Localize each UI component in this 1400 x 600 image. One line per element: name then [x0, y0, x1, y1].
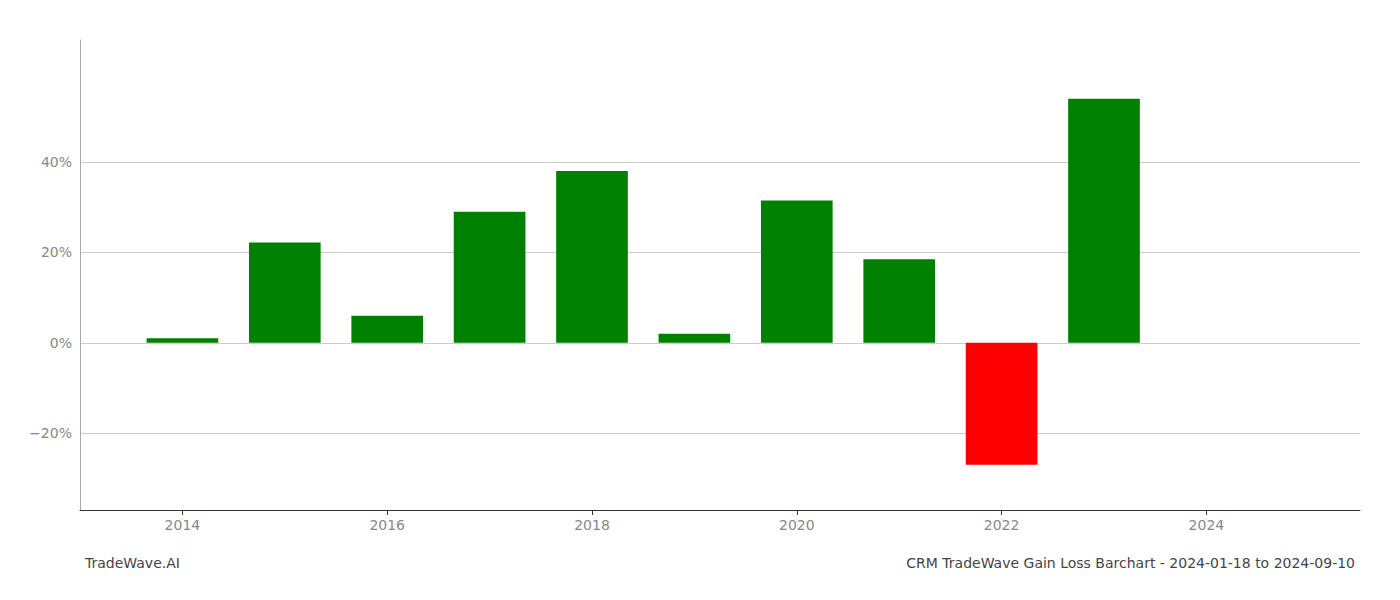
svg-text:2020: 2020 [779, 517, 815, 533]
svg-text:0%: 0% [50, 335, 72, 351]
svg-text:2016: 2016 [369, 517, 405, 533]
svg-text:TradeWave.AI: TradeWave.AI [84, 555, 180, 571]
svg-text:40%: 40% [41, 154, 72, 170]
svg-text:2022: 2022 [984, 517, 1020, 533]
svg-text:−20%: −20% [29, 425, 72, 441]
svg-text:2014: 2014 [165, 517, 201, 533]
svg-text:2018: 2018 [574, 517, 610, 533]
svg-text:CRM TradeWave Gain Loss Barcha: CRM TradeWave Gain Loss Barchart - 2024-… [906, 555, 1355, 571]
svg-text:20%: 20% [41, 244, 72, 260]
svg-text:2024: 2024 [1189, 517, 1225, 533]
